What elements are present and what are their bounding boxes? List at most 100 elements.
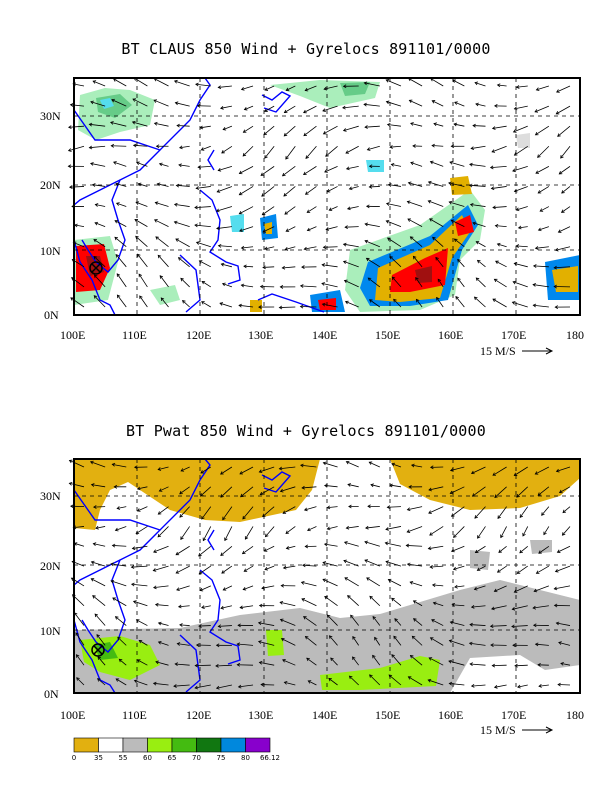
wind-arrowhead	[118, 658, 123, 663]
wind-arrow	[285, 226, 296, 232]
wind-arrow	[179, 506, 190, 518]
wind-arrow	[138, 273, 148, 288]
wind-arrowhead	[194, 205, 198, 210]
wind-arrow	[535, 643, 549, 646]
wind-arrow	[477, 526, 486, 539]
wind-arrowhead	[429, 565, 434, 569]
wind-arrow	[366, 258, 381, 268]
wind-arrowhead	[537, 154, 541, 158]
wind-arrowhead	[468, 183, 473, 188]
wind-arrow	[113, 161, 127, 167]
wind-arrowhead	[221, 570, 225, 574]
wind-arrow	[469, 163, 486, 167]
wind-arrow	[261, 186, 275, 197]
wind-arrowhead	[513, 152, 518, 156]
wind-arrowhead	[198, 260, 203, 264]
wind-arrow	[562, 526, 571, 536]
wind-arrow	[471, 684, 486, 687]
wind-arrow	[111, 99, 127, 107]
wind-arrow	[154, 78, 169, 87]
wind-arrowhead	[453, 122, 458, 127]
wind-arrow	[196, 241, 211, 248]
wind-arrow	[415, 277, 423, 288]
wind-arrowhead	[557, 133, 561, 137]
wind-arrowhead	[497, 515, 501, 520]
wind-arrow	[119, 658, 127, 666]
wind-arrow	[93, 239, 106, 248]
wind-arrowhead	[284, 211, 288, 215]
wind-arrowhead	[242, 586, 247, 591]
x-axis-labels: 100E 110E 120E 130E 140E 150E 160E 170E …	[60, 328, 584, 342]
wind-arrowhead	[180, 277, 184, 282]
wind-arrowhead	[301, 265, 305, 269]
wind-arrow	[364, 541, 380, 547]
wind-arrowhead	[512, 643, 516, 648]
wind-arrow	[91, 578, 106, 587]
wind-arrowhead	[410, 463, 415, 468]
wind-arrow	[175, 565, 190, 574]
wind-arrow	[410, 581, 423, 587]
wind-arrowhead	[513, 106, 518, 111]
wind-arrowhead	[155, 144, 160, 149]
wind-arrow	[475, 277, 486, 288]
wind-arrowhead	[367, 504, 371, 509]
wind-arrow	[89, 123, 106, 127]
wind-arrowhead	[452, 566, 457, 571]
wind-arrow	[283, 186, 296, 197]
wind-arrow	[369, 299, 381, 308]
wind-arrow	[133, 144, 148, 147]
wind-arrow	[497, 565, 507, 573]
wind-arrowhead	[305, 155, 309, 159]
wind-arrow	[111, 145, 127, 147]
wind-arrowhead	[448, 200, 453, 205]
wind-arrow	[132, 545, 148, 549]
wind-arrow	[239, 166, 254, 174]
wind-arrow	[390, 145, 401, 148]
wind-arrowhead	[200, 147, 205, 151]
wind-arrow	[469, 184, 486, 187]
wind-arrow	[322, 303, 338, 308]
wind-arrowhead	[323, 86, 328, 91]
wind-arrowhead	[244, 536, 249, 540]
wind-arrow	[90, 163, 106, 167]
wind-arrow	[139, 295, 148, 308]
wind-arrowhead	[304, 191, 309, 195]
wind-arrow	[385, 526, 402, 530]
wind-arrow	[280, 601, 296, 607]
wind-arrowhead	[492, 298, 497, 302]
wind-arrow	[475, 545, 486, 553]
wind-arrowhead	[157, 640, 162, 645]
wind-arrowhead	[431, 143, 435, 148]
wind-arrow	[562, 506, 571, 513]
wind-arrow	[349, 186, 359, 190]
wind-arrowhead	[278, 305, 283, 310]
wind-arrowhead	[342, 128, 347, 132]
wind-arrowhead	[342, 242, 347, 247]
wind-arrowhead	[132, 600, 137, 604]
wind-arrowhead	[92, 542, 97, 546]
wind-arrow	[346, 461, 359, 468]
wind-arrowhead	[304, 544, 309, 549]
wind-arrowhead	[137, 253, 141, 258]
wind-arrow	[306, 206, 317, 213]
wind-arrow	[472, 222, 486, 228]
wind-arrow	[492, 206, 507, 208]
wind-arrowhead	[219, 302, 224, 306]
wind-arrow	[243, 125, 254, 133]
wind-arrow	[471, 605, 486, 608]
wind-arrow	[114, 236, 127, 248]
wind-arrow	[554, 266, 571, 269]
wind-arrowhead	[558, 641, 562, 645]
wind-arrow	[450, 486, 465, 494]
wind-arrowhead	[111, 462, 116, 467]
wind-arrow	[110, 580, 127, 587]
wind-arrowhead	[394, 618, 398, 622]
wind-arrowhead	[519, 514, 524, 518]
wind-arrow	[413, 600, 423, 607]
wind-arrow	[346, 526, 359, 529]
wind-arrow	[90, 101, 106, 107]
wind-arrowhead	[241, 550, 246, 555]
wind-arrow	[110, 121, 127, 127]
wind-arrowhead	[69, 185, 73, 189]
wind-arrow	[541, 506, 550, 516]
